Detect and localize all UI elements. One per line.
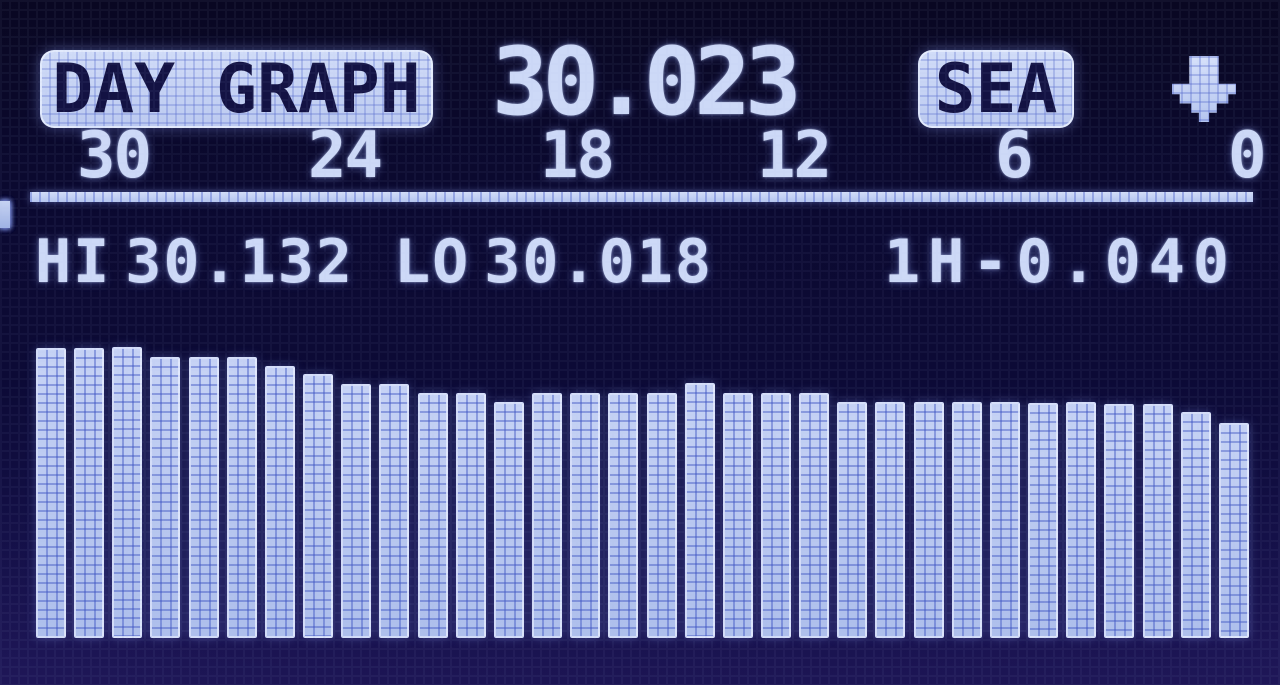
pressure-bar xyxy=(684,383,715,638)
hour-label-30: 30 xyxy=(77,119,152,193)
hour-label-18: 18 xyxy=(540,119,615,193)
one-hour-change-value: -0.040 xyxy=(972,227,1237,297)
pressure-bar xyxy=(188,357,219,638)
pressure-bar xyxy=(1028,403,1059,638)
pressure-bar xyxy=(837,402,868,638)
hour-label-24: 24 xyxy=(308,119,383,193)
pressure-bar xyxy=(226,357,257,638)
low-label: LO xyxy=(394,227,471,297)
high-pressure-stat: HI 30.132 xyxy=(35,227,354,297)
mode-badge-label: DAY GRAPH xyxy=(52,49,421,129)
pressure-bar xyxy=(799,393,830,638)
axis-tick-0 xyxy=(0,201,10,228)
pressure-bar xyxy=(646,393,677,638)
pressure-bar xyxy=(1180,412,1211,638)
pressure-bar xyxy=(1218,423,1249,638)
high-label: HI xyxy=(35,227,112,297)
pressure-bar xyxy=(379,384,410,638)
one-hour-change-stat: 1H -0.040 xyxy=(884,227,1237,297)
pressure-bar xyxy=(417,393,448,638)
bar-graph xyxy=(36,328,1249,638)
pressure-bar xyxy=(608,393,639,638)
hour-label-6: 6 xyxy=(995,119,1034,193)
low-pressure-stat: LO 30.018 xyxy=(394,227,713,297)
pressure-bar xyxy=(1104,404,1135,638)
pressure-bar xyxy=(722,393,753,638)
stats-row: HI 30.132 LO 30.018 1H -0.040 xyxy=(0,227,1280,297)
hour-label-0: 0 xyxy=(1228,119,1267,193)
one-hour-change-label: 1H xyxy=(884,227,973,297)
sea-level-badge: SEA xyxy=(918,49,1074,129)
falling-trend-down-arrow-icon xyxy=(1172,56,1236,122)
pressure-bar xyxy=(1142,404,1173,638)
pressure-bar xyxy=(303,374,334,638)
pressure-bar xyxy=(989,402,1020,638)
hour-label-12: 12 xyxy=(757,119,832,193)
pressure-bar xyxy=(112,347,143,638)
pressure-bar xyxy=(493,402,524,638)
pressure-bar xyxy=(570,393,601,638)
time-axis-line xyxy=(30,192,1253,202)
low-value: 30.018 xyxy=(484,227,713,297)
pressure-bar xyxy=(341,384,372,638)
high-value: 30.132 xyxy=(125,227,354,297)
pressure-bar xyxy=(264,366,295,638)
pressure-bar xyxy=(532,393,563,638)
pressure-bar xyxy=(455,393,486,638)
current-pressure-reading: 30.023 xyxy=(492,27,802,137)
pressure-bar xyxy=(913,402,944,638)
pressure-bar xyxy=(760,393,791,638)
sea-level-badge-label: SEA xyxy=(934,49,1058,129)
mode-badge: DAY GRAPH xyxy=(40,49,433,129)
pressure-bar xyxy=(74,348,105,638)
pressure-bar xyxy=(150,357,181,638)
pressure-bar xyxy=(875,402,906,638)
pressure-bar xyxy=(36,348,66,638)
pressure-bar xyxy=(1066,402,1097,638)
pressure-bar xyxy=(951,402,982,638)
